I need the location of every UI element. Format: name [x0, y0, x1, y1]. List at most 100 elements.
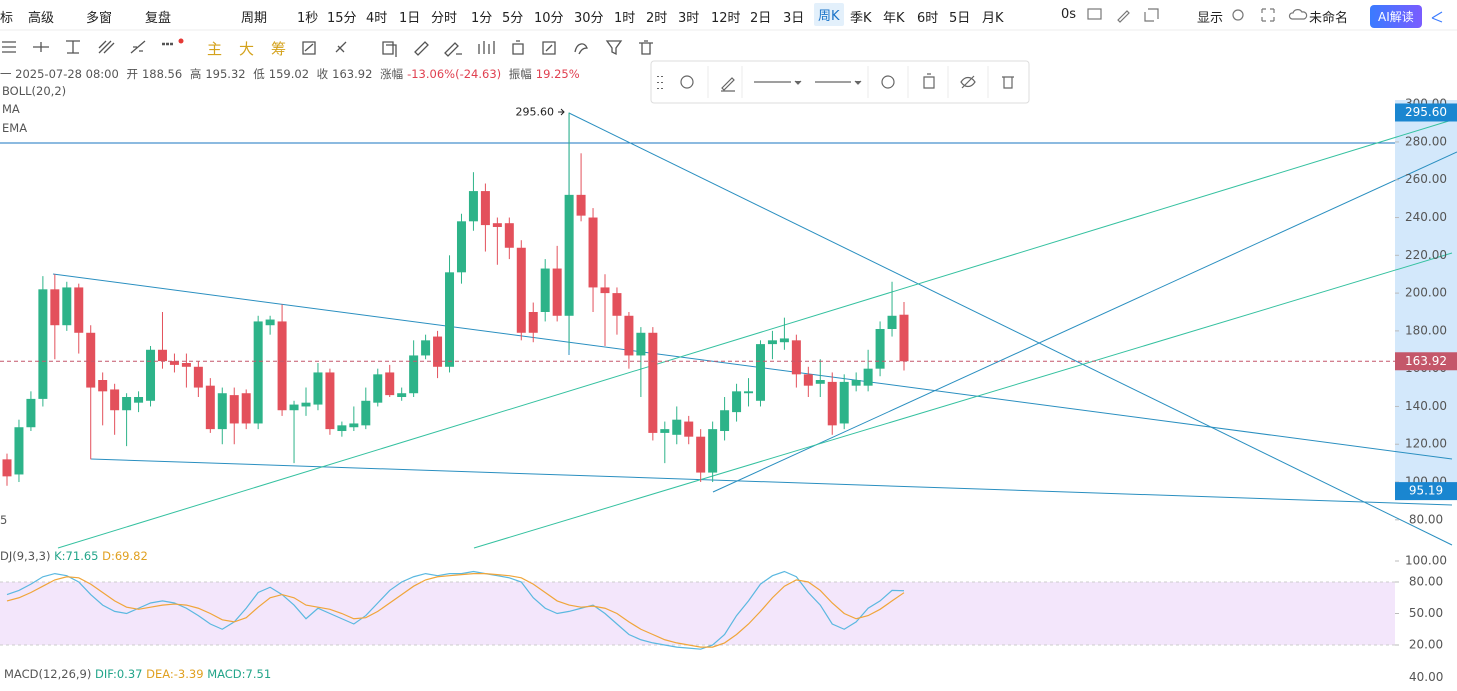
- toolbar-item[interactable]: 标: [0, 11, 14, 26]
- toolbar-item[interactable]: 显示: [1197, 11, 1224, 26]
- right-icons: [1087, 8, 1443, 23]
- candle-body: [433, 336, 443, 367]
- candle-body: [672, 419, 682, 435]
- icon: [605, 40, 623, 56]
- candle-body: [648, 332, 658, 433]
- drawings: [0, 112, 1457, 549]
- trend-line: [90, 458, 1453, 506]
- toolbar-item[interactable]: 周K: [814, 3, 844, 26]
- trend-line: [568, 112, 1453, 546]
- toolbar-item[interactable]: 10分: [534, 11, 564, 26]
- change-label: 涨幅: [380, 67, 404, 81]
- candle-body: [863, 368, 873, 386]
- toolbar-item[interactable]: 1分: [471, 11, 493, 26]
- toolbar-item[interactable]: 1秒: [297, 11, 319, 26]
- candle-body: [110, 389, 120, 411]
- toolbar-item[interactable]: 复盘: [145, 11, 172, 26]
- toolbar-item[interactable]: 1日: [399, 11, 421, 26]
- candle-body: [779, 338, 789, 343]
- macd-value: MACD:7.51: [207, 667, 272, 681]
- icon: [721, 77, 735, 92]
- candle-body: [839, 381, 849, 424]
- candle-body: [815, 380, 825, 384]
- candle-body: [157, 349, 167, 362]
- toolbar-item[interactable]: 15分: [327, 11, 357, 26]
- toolbar-item[interactable]: 多窗: [86, 11, 113, 26]
- icon: [2, 41, 16, 53]
- high-value: 195.32: [205, 67, 246, 81]
- tool-item[interactable]: 筹: [271, 40, 287, 58]
- toolbar-item[interactable]: 2日: [750, 11, 772, 26]
- close-label: 收: [316, 67, 329, 81]
- toolbar-item[interactable]: 4时: [366, 11, 388, 26]
- icon: [414, 41, 429, 56]
- candle-body: [337, 425, 347, 432]
- icon: [542, 41, 556, 55]
- change-value: -13.06%(-24.63): [407, 67, 502, 81]
- icon: [130, 40, 146, 54]
- candle-body: [301, 402, 311, 407]
- trend-line: [57, 119, 1453, 549]
- panel-icons: [657, 66, 1014, 98]
- icon: [98, 40, 115, 54]
- icon: [680, 75, 694, 89]
- icon: [960, 75, 976, 89]
- y-tick-label: 50.00: [1409, 606, 1443, 620]
- edge-label: 5: [0, 513, 8, 527]
- toolbar-item[interactable]: 2时: [646, 11, 668, 26]
- amplitude-label: 振幅: [508, 67, 532, 81]
- toolbar-item[interactable]: 30分: [574, 11, 604, 26]
- candle-body: [98, 380, 108, 392]
- ai-button[interactable]: AI解读: [1370, 5, 1422, 28]
- candle-body: [564, 194, 574, 316]
- toolbar-item[interactable]: 0s: [1061, 7, 1077, 22]
- tool-item[interactable]: 大: [239, 40, 255, 58]
- candle-body: [241, 393, 251, 424]
- toolbar-item[interactable]: 季K: [850, 11, 872, 26]
- toolbar-item[interactable]: 分时: [431, 11, 458, 26]
- badge-dot: [178, 38, 184, 44]
- icon: [1002, 76, 1014, 89]
- candle-body: [875, 328, 885, 369]
- y-tick-label: 140.00: [1405, 399, 1447, 413]
- y-tick-label: 80.00: [1409, 575, 1443, 589]
- trend-line: [473, 252, 1453, 549]
- tool-item[interactable]: 主: [207, 40, 223, 58]
- toolbar-item[interactable]: 5分: [502, 11, 524, 26]
- candle-body: [122, 397, 132, 411]
- kdj-d-label: D:69.82: [102, 549, 148, 563]
- toolbar-item[interactable]: 年K: [883, 11, 905, 26]
- candle-body: [887, 315, 897, 329]
- close-value: 163.92: [332, 67, 373, 81]
- kdj-legend: DJ(9,3,3) K:71.65 D:69.82: [0, 549, 148, 563]
- icon: [478, 41, 495, 54]
- y-tick-label: 240.00: [1405, 210, 1447, 224]
- toolbar-item[interactable]: 3日: [783, 11, 805, 26]
- toolbar-item[interactable]: 5日: [949, 11, 971, 26]
- kdj-line: [6, 573, 905, 648]
- y-tick-label: 180.00: [1405, 323, 1447, 337]
- icon: [33, 42, 49, 52]
- toolbar-item[interactable]: 12时: [711, 11, 741, 26]
- toolbar-item[interactable]: 6时: [917, 11, 939, 26]
- toolbar-item[interactable]: 未命名: [1309, 11, 1349, 26]
- open-label: 开: [126, 67, 138, 81]
- candle-body: [2, 459, 12, 477]
- indicator-label: MA: [2, 102, 20, 116]
- candle-body: [720, 410, 730, 432]
- high-label: 高: [189, 67, 202, 81]
- candle-body: [612, 293, 622, 316]
- icon: [639, 40, 653, 55]
- macd-legend: MACD(12,26,9) DIF:0.37 DEA:-3.39 MACD:7.…: [4, 667, 271, 681]
- candle-body: [636, 332, 646, 356]
- toolbar-item[interactable]: 1时: [614, 11, 636, 26]
- candle-body: [217, 393, 227, 430]
- toolbar-item[interactable]: 月K: [982, 11, 1004, 26]
- toolbar-item[interactable]: 高级: [28, 11, 55, 26]
- icon: [1261, 8, 1275, 22]
- candle-body: [767, 340, 777, 345]
- toolbar-item[interactable]: 周期: [241, 11, 268, 26]
- candle-body: [169, 361, 179, 365]
- candle-body: [349, 423, 359, 428]
- toolbar-item[interactable]: 3时: [678, 11, 700, 26]
